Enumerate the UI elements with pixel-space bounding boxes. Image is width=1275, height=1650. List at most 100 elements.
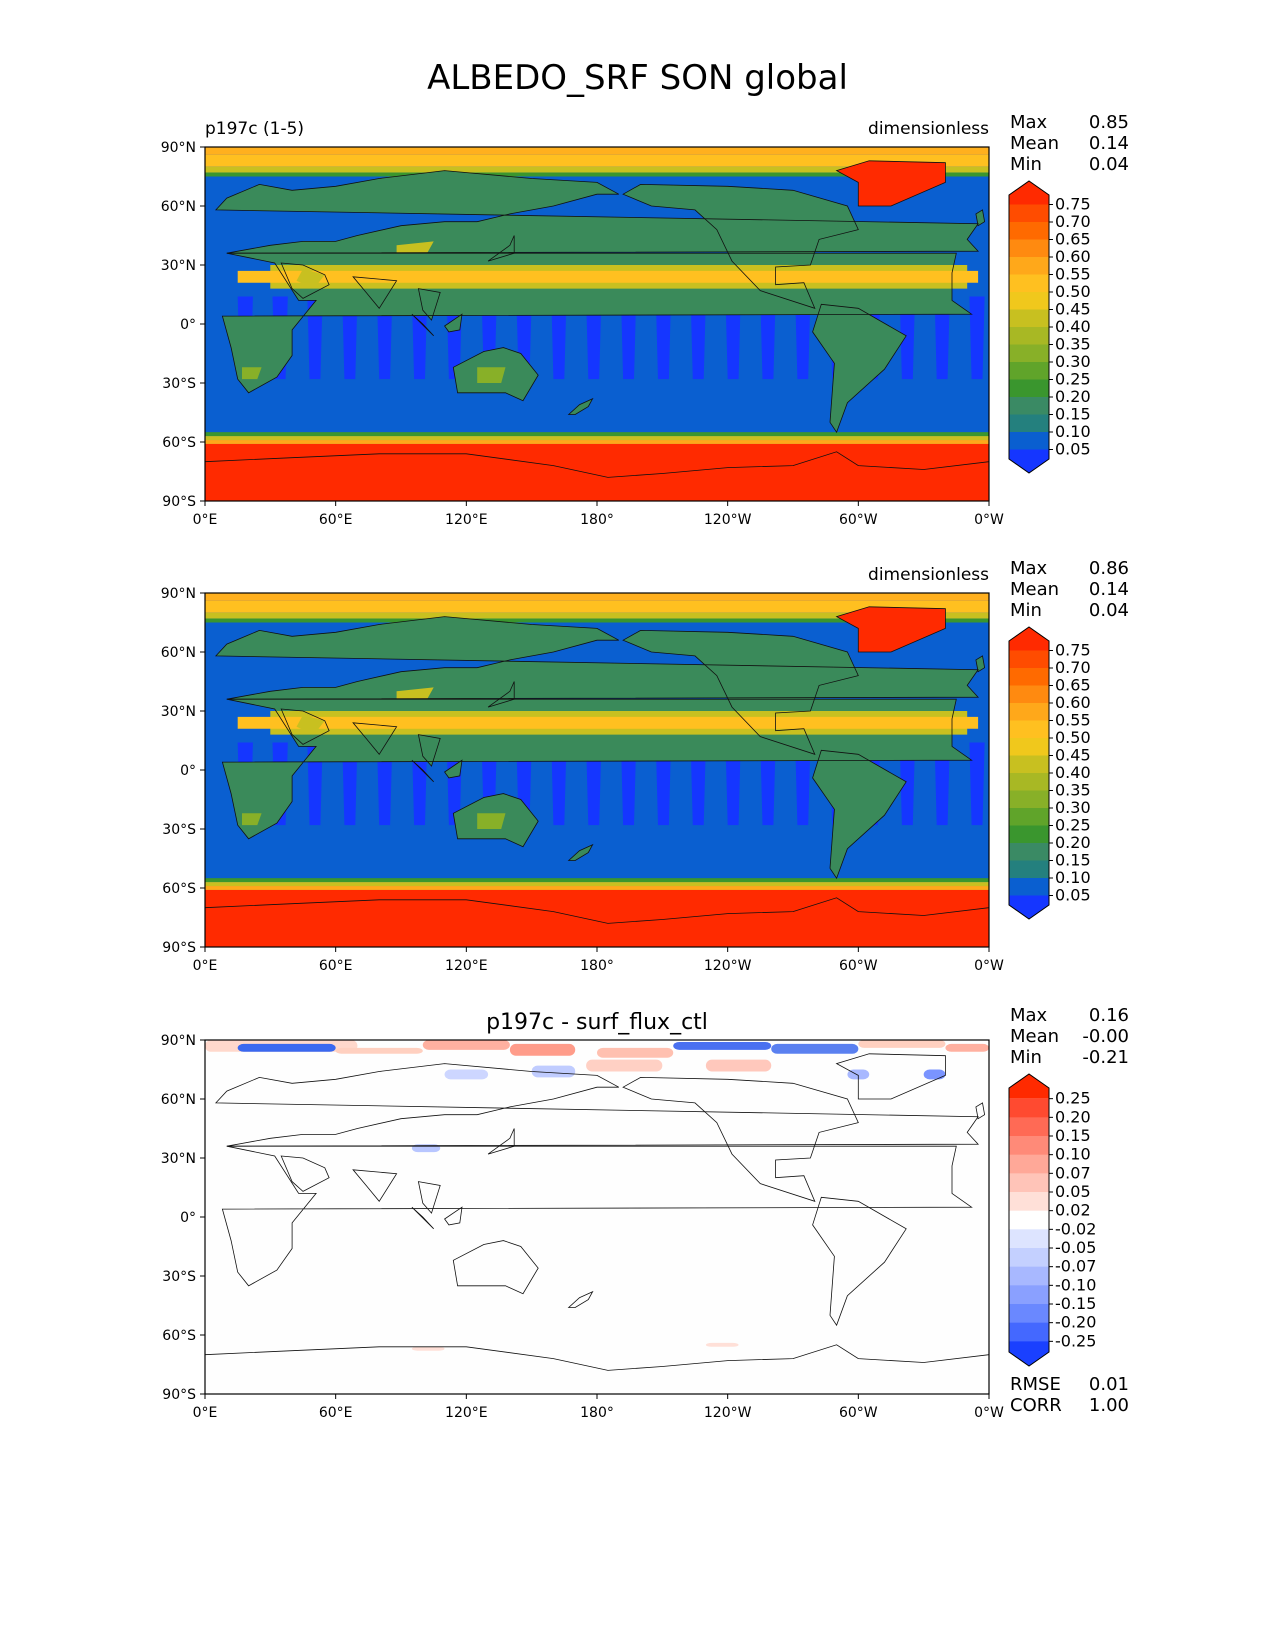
colorbar-label: -0.05 — [1055, 1238, 1096, 1257]
desert-region — [242, 813, 262, 826]
coastline — [835, 1053, 946, 1100]
coastline — [452, 793, 539, 848]
colorbar-segment — [1009, 239, 1049, 258]
antarctica-coastline — [205, 1344, 989, 1371]
land-mass — [418, 288, 441, 321]
difference-patch — [673, 1041, 772, 1050]
colorbar-cap-top — [1009, 181, 1049, 205]
stat-value: 0.04 — [1089, 154, 1129, 175]
coastline — [452, 347, 539, 402]
antarctica-coastline — [205, 897, 989, 924]
coastline — [812, 303, 907, 434]
colorbar-label: 0.60 — [1055, 693, 1091, 712]
antarctic-band — [205, 432, 989, 437]
arctic-band — [205, 612, 989, 619]
tropical-band — [899, 296, 915, 380]
stat-label: Mean — [1010, 133, 1059, 154]
x-tick-label: 180° — [580, 1405, 614, 1421]
stat-value: 0.16 — [1089, 1005, 1129, 1026]
colorbar-label: 0.02 — [1055, 1201, 1091, 1220]
tropical-band — [586, 296, 602, 380]
colorbar-segment — [1009, 668, 1049, 686]
bottom-stat-label: CORR — [1010, 1395, 1062, 1416]
tropical-band — [899, 742, 915, 826]
colorbar-label: 0.05 — [1055, 440, 1091, 459]
coastline — [812, 1196, 907, 1327]
coastline — [215, 170, 980, 254]
colorbar-label: 0.50 — [1055, 728, 1091, 747]
y-tick-label: 60°N — [161, 199, 196, 215]
coastline — [411, 1206, 434, 1230]
tropical-band — [690, 742, 706, 826]
colorbar-label: -0.10 — [1055, 1275, 1096, 1294]
tropical-band — [795, 296, 811, 380]
land-mass — [568, 398, 593, 415]
x-tick-label: 60°W — [839, 1405, 878, 1421]
land-mass — [975, 655, 985, 672]
x-tick-label: 0°E — [193, 1405, 218, 1421]
colorbar-segment — [1009, 1210, 1049, 1230]
coastline — [975, 209, 986, 227]
arctic-band — [205, 166, 989, 173]
stat-label: Max — [1010, 1005, 1048, 1026]
antarctic-band — [205, 886, 989, 890]
map-field — [205, 1040, 989, 1394]
colorbar-label: 0.55 — [1055, 265, 1091, 284]
stat-label: Max — [1010, 558, 1048, 579]
panel-title-left: p197c (1-5) — [205, 119, 304, 139]
colorbar-label: 0.10 — [1055, 1145, 1091, 1164]
stat-value: -0.21 — [1082, 1047, 1129, 1068]
colorbar-segment — [1009, 755, 1049, 774]
colorbar-label: 0.70 — [1055, 212, 1091, 231]
difference-patch — [858, 1040, 946, 1048]
difference-patch — [237, 1043, 336, 1052]
colorbar-segment — [1009, 1322, 1049, 1342]
desert-region — [477, 367, 506, 383]
greenland-ice — [836, 606, 946, 652]
bottom-stat-value: 0.01 — [1089, 1374, 1129, 1395]
coastline — [417, 288, 441, 321]
coastline — [444, 1206, 463, 1226]
stat-value: 0.04 — [1089, 600, 1129, 621]
difference-patch — [847, 1069, 870, 1080]
colorbar-label: 0.65 — [1055, 230, 1091, 249]
colorbar-segment — [1009, 1154, 1049, 1174]
colorbar-label: 0.10 — [1055, 422, 1091, 441]
land-mass — [623, 184, 859, 309]
coastline — [417, 1181, 441, 1214]
coastline — [352, 1169, 398, 1202]
y-tick-label: 90°S — [162, 940, 196, 956]
colorbar-segment — [1009, 1285, 1049, 1305]
panel-units: dimensionless — [868, 565, 989, 585]
colorbar-outline — [1008, 1073, 1050, 1367]
coastline — [215, 616, 980, 700]
colorbar-segment — [1009, 309, 1049, 328]
y-tick-label: 0° — [180, 317, 196, 333]
difference-patch — [705, 1059, 772, 1072]
colorbar-label: 0.70 — [1055, 658, 1091, 677]
colorbar-label: 0.10 — [1055, 868, 1091, 887]
arctic-band — [205, 154, 989, 167]
colorbar-label: 0.25 — [1055, 370, 1091, 389]
coastline — [411, 313, 434, 337]
tropical-band — [795, 742, 811, 826]
tropical-band — [760, 296, 776, 380]
colorbar-cap-top — [1009, 1074, 1049, 1099]
y-tick-label: 90°N — [161, 140, 196, 156]
desert-region — [296, 268, 325, 289]
colorbar-label: 0.65 — [1055, 676, 1091, 695]
coastline — [487, 235, 515, 262]
arctic-band — [205, 172, 989, 177]
colorbar-segment — [1009, 720, 1049, 739]
coastline — [835, 160, 946, 207]
x-tick-label: 180° — [580, 512, 614, 528]
x-tick-label: 60°W — [839, 958, 878, 974]
colorbar-cap-bottom — [1009, 449, 1049, 473]
colorbar-segment — [1009, 344, 1049, 363]
colorbar-segment — [1009, 1117, 1049, 1137]
antarctic-band — [205, 882, 989, 887]
difference-patch — [335, 1047, 423, 1054]
land-mass — [488, 681, 515, 708]
x-tick-label: 120°E — [445, 1405, 488, 1421]
tropical-band — [621, 296, 637, 380]
